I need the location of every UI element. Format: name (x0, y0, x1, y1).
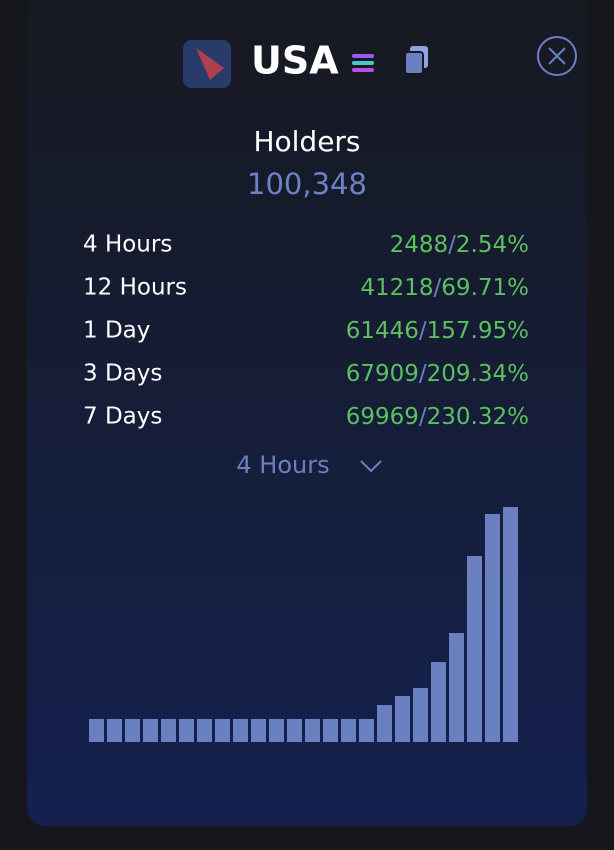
copy-button[interactable] (404, 46, 428, 75)
bar (395, 696, 410, 742)
bar (269, 719, 284, 742)
row-value: 41218/69.71% (360, 275, 529, 301)
row-label: 7 Days (83, 404, 162, 430)
close-button[interactable] (537, 36, 577, 76)
bar (377, 705, 392, 742)
bar (89, 719, 104, 742)
bar (359, 719, 374, 742)
bar (179, 719, 194, 742)
bar (215, 719, 230, 742)
bar (431, 662, 446, 742)
holder-count: 67909 (346, 361, 419, 387)
bar (413, 688, 428, 742)
bar (107, 719, 122, 742)
card (27, 0, 587, 826)
row-label: 4 Hours (83, 232, 172, 258)
bar (449, 633, 464, 742)
holder-change: 209.34% (427, 361, 529, 387)
chevron (360, 460, 382, 473)
bar (287, 719, 302, 742)
row-value: 69969/230.32% (346, 404, 529, 430)
holder-count: 61446 (346, 318, 419, 344)
bar (305, 719, 320, 742)
row-label: 12 Hours (83, 275, 187, 301)
row-label: 1 Day (83, 318, 150, 344)
holder-count: 41218 (360, 275, 433, 301)
holders-value: 100,348 (247, 167, 367, 201)
bar (161, 719, 176, 742)
bar (503, 507, 518, 742)
separator: / (419, 404, 427, 430)
row-value: 67909/209.34% (346, 361, 529, 387)
row-value: 2488/2.54% (390, 232, 529, 258)
flag-icon (196, 48, 224, 80)
holder-count: 2488 (390, 232, 449, 258)
holder-change: 230.32% (427, 404, 529, 430)
bar (467, 556, 482, 742)
separator: / (434, 275, 442, 301)
row-label: 3 Days (83, 361, 162, 387)
bar (485, 514, 500, 742)
bar (251, 719, 266, 742)
bar (143, 719, 158, 742)
range-dropdown[interactable]: 4 Hours (236, 451, 382, 479)
bar (341, 719, 356, 742)
holders-label: Holders (253, 125, 360, 158)
bar (125, 719, 140, 742)
row-value: 61446/157.95% (346, 318, 529, 344)
chain-icon (352, 54, 374, 72)
bar (323, 719, 338, 742)
dropdown-label[interactable]: 4 Hours (236, 451, 329, 479)
bar (233, 719, 248, 742)
holder-count: 69969 (346, 404, 419, 430)
holder-change: 157.95% (427, 318, 529, 344)
separator: / (419, 318, 427, 344)
token-title: USA (251, 39, 339, 83)
separator: / (419, 361, 427, 387)
bar (197, 719, 212, 742)
holder-change: 69.71% (441, 275, 529, 301)
separator: / (448, 232, 456, 258)
holder-change: 2.54% (456, 232, 529, 258)
